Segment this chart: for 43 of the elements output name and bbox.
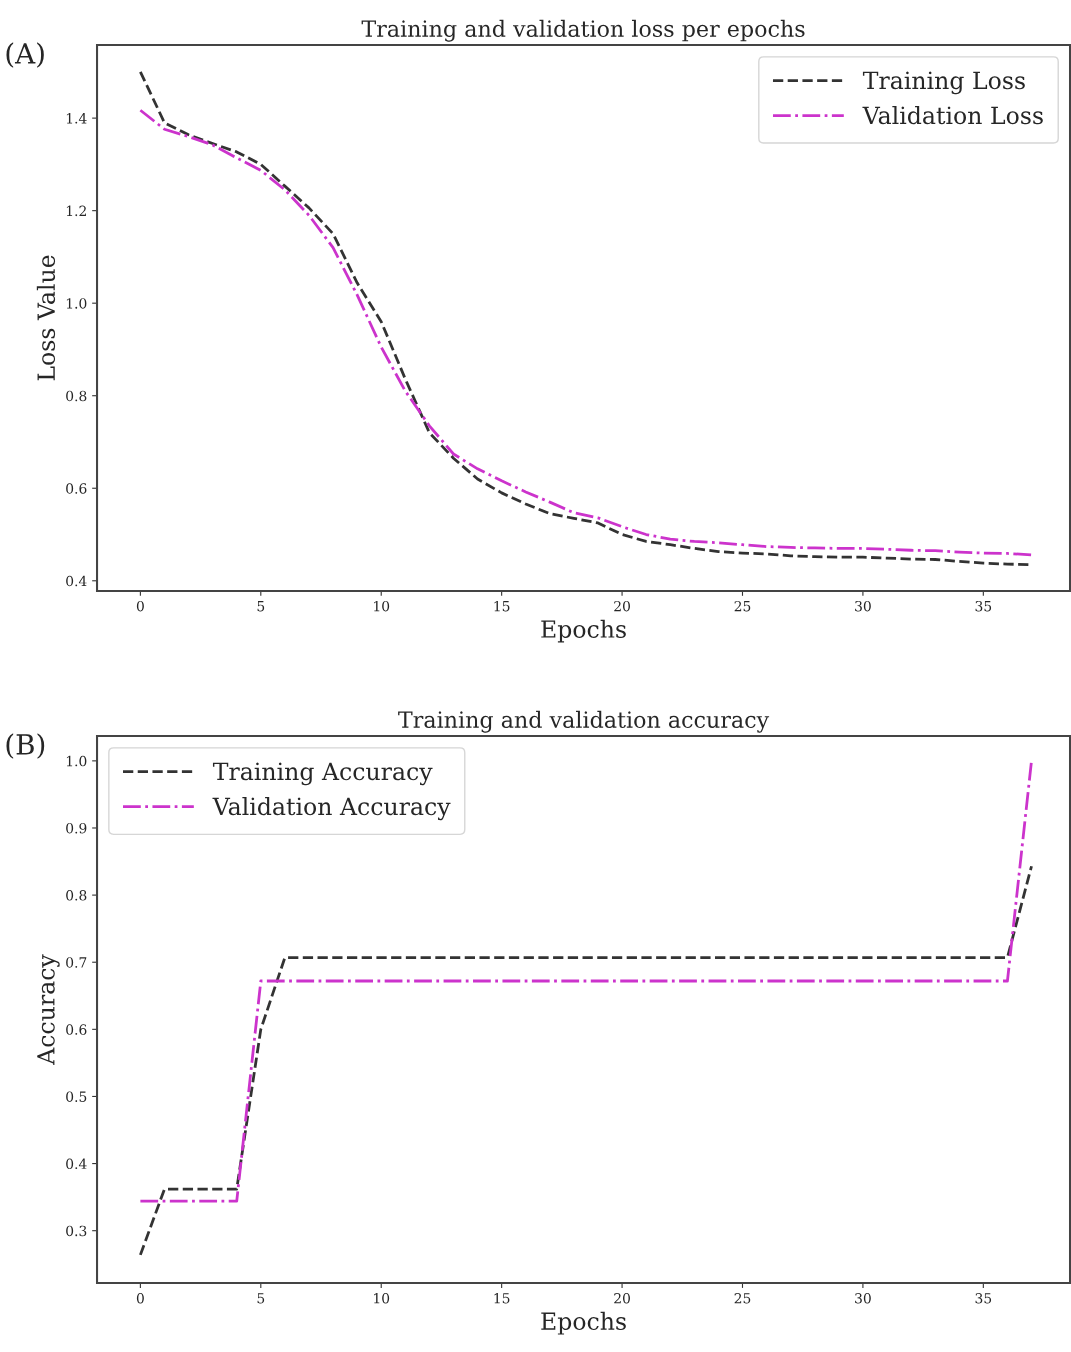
y-tick-label: 1.2 [66, 205, 86, 217]
y-tick-label: 1.0 [66, 755, 87, 767]
x-tick-label: 35 [975, 1293, 992, 1304]
y-tick-label: 0.5 [66, 1091, 87, 1102]
x-tick-label: 5 [257, 1293, 265, 1304]
chart-title: Training and validation loss per epochs [361, 19, 805, 42]
y-tick-label: 0.6 [66, 483, 87, 494]
text: (B) [6, 733, 45, 759]
y-tick-label: 0.3 [66, 1225, 87, 1237]
x-tick-label: 20 [614, 600, 630, 612]
y-tick-label: 0.4 [66, 1158, 87, 1170]
x-axis-title: Epochs [541, 1311, 626, 1335]
x-tick-label: 20 [614, 1293, 630, 1304]
x-tick-label: 15 [494, 1293, 510, 1304]
line-series [138, 864, 1033, 1257]
x-tick-label: 25 [734, 1293, 751, 1304]
legend-label: Validation Accuracy [212, 796, 451, 821]
y-axis-title: Loss Value [36, 255, 56, 381]
text: (A) [6, 42, 44, 68]
x-tick-label: 25 [734, 600, 751, 612]
x-tick-label: 35 [975, 600, 992, 612]
x-tick-label: 0 [136, 1293, 144, 1304]
chart-title: Training and validation accuracy [398, 710, 770, 733]
x-tick-label: 5 [257, 601, 265, 612]
legend-label: Validation Loss [862, 105, 1043, 125]
legend-label: Training Accuracy [212, 762, 433, 786]
x-tick-label: 15 [494, 600, 510, 612]
y-tick-label: 0.4 [66, 575, 87, 587]
y-axis-title: Accuracy [37, 954, 60, 1065]
y-tick-label: 1.0 [66, 298, 87, 309]
legend-label: Training Loss [862, 71, 1025, 95]
x-tick-label: 0 [136, 600, 144, 612]
x-axis-title: Epochs [541, 619, 626, 643]
x-tick-label: 30 [855, 1293, 871, 1304]
y-tick-label: 0.8 [66, 390, 87, 402]
y-tick-label: 0.8 [66, 890, 87, 901]
x-tick-label: 30 [855, 600, 871, 612]
y-tick-label: 0.9 [66, 822, 87, 834]
x-tick-label: 10 [374, 600, 390, 612]
y-tick-label: 1.4 [66, 113, 87, 124]
y-tick-label: 0.7 [66, 957, 87, 968]
y-tick-label: 0.6 [66, 1024, 87, 1035]
x-tick-label: 10 [374, 1293, 390, 1304]
